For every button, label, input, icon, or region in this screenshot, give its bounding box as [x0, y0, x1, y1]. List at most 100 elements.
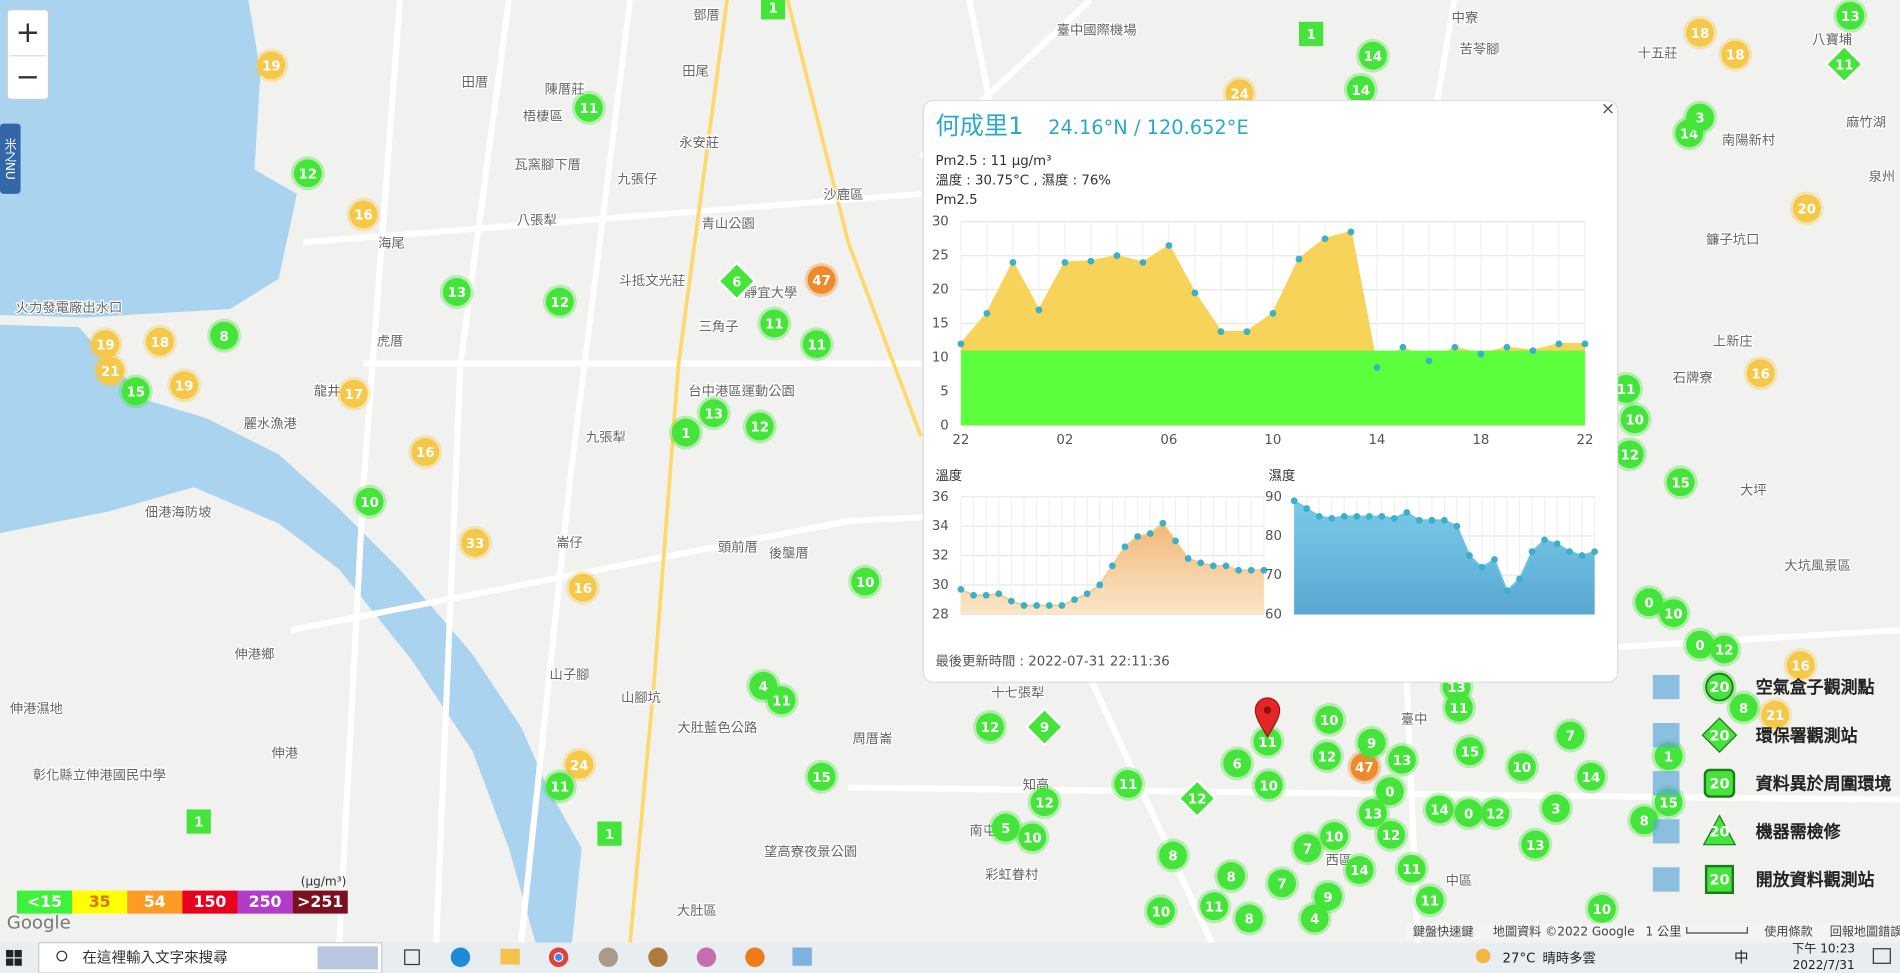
- marker[interactable]: [1444, 693, 1473, 722]
- attribution-item[interactable]: 地圖資料 ©2022 Google: [1493, 924, 1635, 938]
- marker[interactable]: [96, 356, 125, 385]
- marker[interactable]: [1556, 721, 1585, 750]
- marker[interactable]: [170, 371, 199, 400]
- marker[interactable]: [1454, 799, 1483, 827]
- marker[interactable]: [991, 813, 1020, 842]
- zoom-out[interactable]: −: [16, 60, 40, 94]
- marker[interactable]: [91, 330, 120, 359]
- marker[interactable]: [1824, 44, 1865, 85]
- attribution-item[interactable]: 回報地圖錯誤: [1830, 923, 1900, 938]
- marker[interactable]: [1358, 41, 1387, 70]
- marker[interactable]: [1345, 856, 1374, 884]
- marker[interactable]: [349, 200, 378, 229]
- marker[interactable]: [1686, 103, 1714, 132]
- marker[interactable]: [355, 487, 384, 516]
- task-view[interactable]: [404, 949, 420, 966]
- marker[interactable]: [1415, 886, 1444, 915]
- marker[interactable]: [1630, 806, 1659, 835]
- marker[interactable]: [1320, 822, 1349, 851]
- zoom-in[interactable]: +: [16, 15, 40, 49]
- marker[interactable]: [1377, 820, 1406, 849]
- marker[interactable]: [1223, 749, 1252, 778]
- legend-label[interactable]: 環保署觀測站: [1756, 725, 1858, 745]
- attribution-item[interactable]: 鍵盤快速鍵: [1413, 923, 1474, 938]
- marker[interactable]: [1620, 405, 1649, 434]
- selected-pin[interactable]: [1254, 697, 1281, 738]
- marker[interactable]: [574, 93, 603, 122]
- marker[interactable]: [1729, 693, 1758, 722]
- marker[interactable]: [121, 377, 150, 406]
- marker[interactable]: [1521, 830, 1550, 859]
- marker[interactable]: [1577, 762, 1605, 791]
- marker[interactable]: [1312, 742, 1341, 771]
- marker[interactable]: [1024, 707, 1065, 747]
- close-button[interactable]: ×: [1601, 98, 1615, 118]
- marker[interactable]: [1159, 841, 1187, 870]
- marker[interactable]: [1146, 897, 1175, 926]
- marker[interactable]: [565, 750, 594, 779]
- legend-label[interactable]: 機器需檢修: [1756, 822, 1842, 842]
- app-icon[interactable]: [598, 947, 618, 967]
- marker[interactable]: [760, 309, 789, 338]
- marker[interactable]: [442, 278, 471, 306]
- marker[interactable]: [1786, 651, 1815, 680]
- marker[interactable]: [807, 762, 836, 791]
- marker[interactable]: [1350, 753, 1379, 781]
- notifications[interactable]: [1872, 948, 1891, 964]
- marker[interactable]: [767, 686, 796, 715]
- marker[interactable]: [210, 321, 239, 350]
- marker[interactable]: [976, 713, 1004, 741]
- marker[interactable]: [257, 51, 286, 80]
- app-icon[interactable]: [745, 947, 765, 967]
- marker[interactable]: [1375, 777, 1404, 806]
- marker[interactable]: [1746, 359, 1775, 388]
- legend-label[interactable]: 資料異於周圍環境: [1756, 773, 1892, 793]
- attribution-item[interactable]: 1 公里: [1646, 924, 1682, 938]
- marker[interactable]: [293, 159, 322, 188]
- marker[interactable]: [1659, 599, 1688, 628]
- marker[interactable]: [1761, 700, 1790, 729]
- marker[interactable]: [1455, 737, 1484, 766]
- marker[interactable]: [545, 287, 574, 316]
- marker[interactable]: [1541, 794, 1570, 823]
- marker[interactable]: [1177, 778, 1218, 819]
- marker[interactable]: [1836, 1, 1865, 30]
- marker[interactable]: [671, 418, 700, 447]
- marker[interactable]: [745, 412, 774, 441]
- marker[interactable]: [1298, 21, 1324, 47]
- marker[interactable]: [802, 330, 831, 359]
- marker[interactable]: [568, 573, 597, 602]
- marker[interactable]: [1217, 862, 1246, 890]
- legend-label[interactable]: 空氣盒子觀測點: [1756, 677, 1875, 697]
- marker[interactable]: [1018, 823, 1047, 852]
- side-tab[interactable]: [0, 123, 21, 194]
- marker[interactable]: [1254, 771, 1283, 800]
- marker[interactable]: [1587, 894, 1616, 923]
- marker[interactable]: [411, 438, 440, 466]
- marker[interactable]: [1235, 904, 1264, 933]
- marker[interactable]: [1293, 834, 1322, 863]
- app-icon[interactable]: [696, 947, 717, 967]
- marker[interactable]: [1268, 869, 1296, 898]
- marker[interactable]: [1654, 742, 1683, 771]
- marker[interactable]: [545, 772, 574, 801]
- marker[interactable]: [699, 399, 728, 428]
- marker[interactable]: [1388, 745, 1416, 774]
- marker[interactable]: [1253, 727, 1282, 756]
- marker[interactable]: [1358, 799, 1387, 827]
- app-icon[interactable]: [648, 947, 668, 967]
- edge-icon[interactable]: [450, 947, 471, 967]
- legend-label[interactable]: 開放資料觀測站: [1756, 870, 1875, 890]
- marker[interactable]: [461, 528, 489, 557]
- marker[interactable]: [1481, 799, 1510, 827]
- app-icon[interactable]: [792, 947, 812, 966]
- marker[interactable]: [1508, 753, 1536, 781]
- marker[interactable]: [1615, 440, 1644, 469]
- marker[interactable]: [1666, 468, 1695, 497]
- marker[interactable]: [146, 327, 174, 356]
- marker[interactable]: [807, 265, 836, 294]
- attribution-item[interactable]: 使用條款: [1764, 923, 1812, 938]
- marker[interactable]: [1346, 75, 1375, 104]
- start-icon[interactable]: [6, 949, 14, 958]
- ime[interactable]: 中: [1734, 949, 1749, 966]
